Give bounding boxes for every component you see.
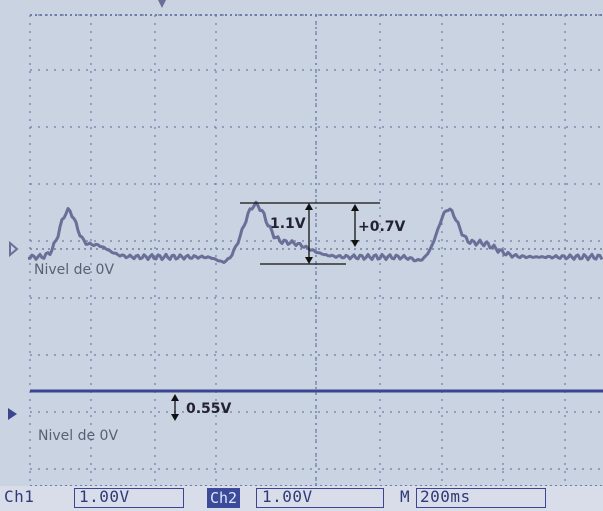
arrow-head-up-3 (171, 394, 179, 401)
ch1-label: Ch1 (4, 487, 35, 506)
ch2-scale: 1.00V (262, 487, 313, 506)
arrow-head-up-2 (351, 204, 359, 211)
ch2-scale-box[interactable] (256, 488, 384, 508)
ch2-ground-marker-icon (8, 408, 17, 420)
ch1-scale: 1.00V (79, 487, 130, 506)
trigger-position-icon (158, 0, 166, 8)
status-bar (0, 486, 603, 511)
ch1-ground-marker-icon (9, 240, 19, 258)
timebase-label: M (400, 487, 411, 506)
timebase-scale: 200ms (420, 487, 471, 506)
peak-to-trough-label: 1.1V (270, 216, 306, 232)
positive-peak-label: +0.7V (358, 219, 406, 235)
graticule-grid (29, 14, 603, 487)
ch1-zero-level-label: Nivel de 0V (34, 262, 115, 278)
ch1-scale-box[interactable] (74, 488, 184, 508)
ch1-waveform (28, 200, 603, 264)
ch2-label[interactable]: Ch2 (207, 488, 241, 508)
timebase-box[interactable] (416, 488, 546, 508)
arrow-head-down-2 (351, 240, 359, 247)
arrow-head-down-3 (171, 414, 179, 421)
arrow-head-up (305, 203, 313, 210)
arrow-head-down (305, 257, 313, 264)
ch2-offset-label: 0.55V (186, 401, 232, 417)
ch2-zero-level-label: Nivel de 0V (38, 428, 119, 444)
